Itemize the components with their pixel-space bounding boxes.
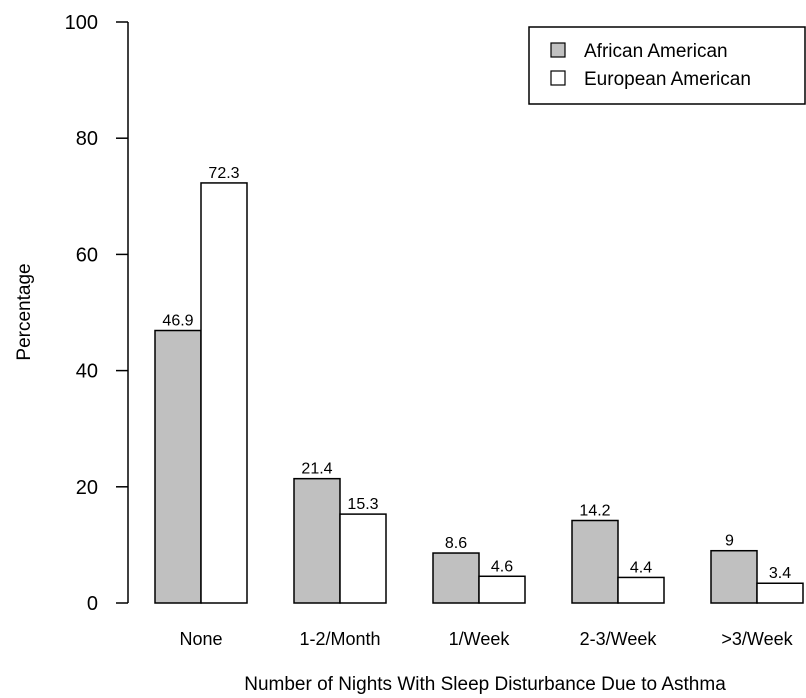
bars — [154, 182, 804, 604]
x-tick-label: 1/Week — [449, 629, 511, 649]
bar-value-label: 15.3 — [347, 496, 378, 513]
y-tick-label: 100 — [65, 12, 98, 34]
y-axis-title: Percentage — [14, 263, 35, 360]
bar-european-american — [339, 513, 387, 604]
y-tick-label: 40 — [76, 361, 98, 383]
bar-european-american — [756, 582, 804, 604]
bar-value-label: 14.2 — [579, 502, 610, 519]
x-tick-label: >3/Week — [721, 629, 793, 649]
bar-european-american — [617, 576, 665, 604]
legend-swatch-european-american — [550, 70, 566, 86]
x-axis-title: Number of Nights With Sleep Disturbance … — [244, 674, 726, 695]
bar-european-american — [200, 182, 248, 604]
bar-value-label: 8.6 — [445, 535, 467, 552]
x-tick-label: 2-3/Week — [580, 629, 658, 649]
bar-african-american — [710, 549, 758, 604]
bar-european-american — [478, 575, 526, 604]
legend-label-african-american: African American — [584, 41, 728, 62]
bar-value-label: 4.6 — [491, 558, 513, 575]
bar-value-label: 46.9 — [162, 313, 193, 330]
y-tick-label: 20 — [76, 477, 98, 499]
legend-box — [528, 26, 806, 105]
legend-swatch-african-american — [550, 42, 566, 58]
y-tick-label: 60 — [76, 244, 98, 266]
bar-value-label: 4.4 — [630, 559, 652, 576]
bar-value-label: 72.3 — [208, 165, 239, 182]
bar-value-label: 21.4 — [301, 461, 332, 478]
y-tick-label: 0 — [87, 593, 98, 615]
bar-value-label: 3.4 — [769, 565, 791, 582]
value-labels: 46.9 72.3 21.4 15.3 8.6 4.6 14.2 4.4 9 3.4 — [162, 165, 791, 582]
x-tick-labels: None 1-2/Month 1/Week 2-3/Week >3/Week — [179, 629, 793, 649]
bar-african-american — [432, 552, 480, 604]
y-tick-label: 80 — [76, 128, 98, 150]
legend: African American European American — [528, 26, 806, 105]
bar-african-american — [571, 519, 619, 604]
y-axis: 0 20 40 60 80 100 — [65, 12, 129, 615]
bar-african-american — [154, 329, 202, 604]
bar-value-label: 9 — [725, 533, 734, 550]
x-tick-label: None — [179, 629, 222, 649]
legend-label-european-american: European American — [584, 69, 751, 90]
x-tick-label: 1-2/Month — [299, 629, 380, 649]
bar-african-american — [293, 477, 341, 604]
